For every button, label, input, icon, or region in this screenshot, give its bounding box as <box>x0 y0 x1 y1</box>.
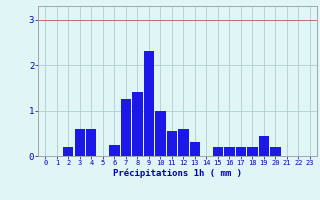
Bar <box>167 131 177 156</box>
Bar <box>63 147 74 156</box>
Bar <box>144 51 154 156</box>
Bar <box>121 99 131 156</box>
Bar <box>86 129 97 156</box>
Bar <box>178 129 188 156</box>
Bar <box>155 111 165 156</box>
Bar <box>75 129 85 156</box>
Bar <box>259 136 269 156</box>
Bar <box>132 92 142 156</box>
X-axis label: Précipitations 1h ( mm ): Précipitations 1h ( mm ) <box>113 169 242 178</box>
Bar <box>236 147 246 156</box>
Bar <box>270 147 281 156</box>
Bar <box>224 147 235 156</box>
Bar <box>247 147 258 156</box>
Bar <box>109 145 119 156</box>
Bar <box>213 147 223 156</box>
Bar <box>190 142 200 156</box>
